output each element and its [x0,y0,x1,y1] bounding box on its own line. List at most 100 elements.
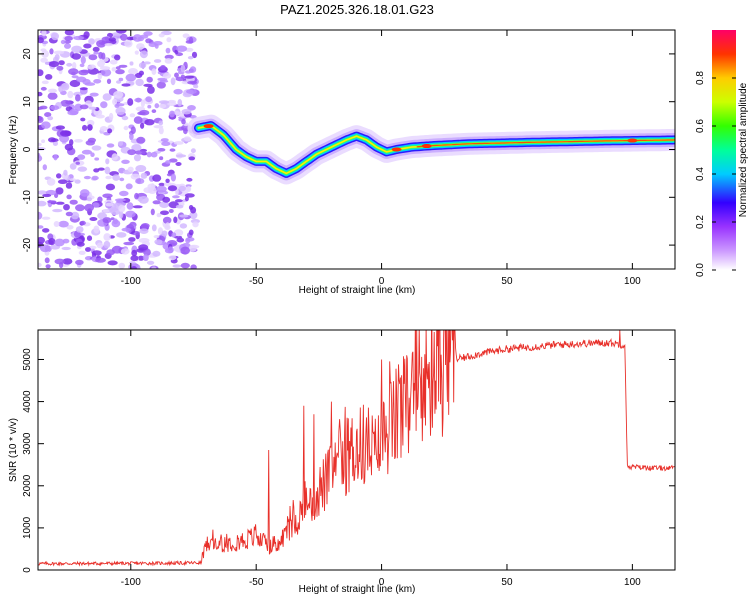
noise-speckle [84,82,96,86]
noise-speckle [64,36,73,41]
noise-speckle [73,35,84,41]
noise-speckle [187,80,198,85]
noise-speckle [99,126,108,132]
noise-speckle [66,62,73,67]
noise-speckle [58,220,69,228]
noise-speckle [188,156,196,161]
noise-speckle [139,50,148,59]
noise-speckle [62,258,73,265]
noise-speckle [112,98,118,106]
noise-speckle [140,172,148,179]
noise-speckle [83,43,92,49]
noise-speckle [167,246,174,254]
y-tick-label: 1000 [22,516,33,539]
noise-speckle [137,111,146,116]
noise-speckle [153,59,162,63]
noise-speckle [165,178,170,183]
noise-speckle [179,214,189,218]
noise-speckle [178,185,186,192]
colorbar-gradient [712,30,736,270]
noise-speckle [135,178,145,185]
noise-speckle [154,43,159,49]
y-tick-label: 4000 [22,390,33,413]
noise-speckle [80,189,90,197]
noise-speckle [67,110,79,116]
noise-speckle [125,183,133,190]
noise-speckle [38,262,42,268]
noise-speckle [88,54,98,61]
noise-speckle [42,193,52,198]
noise-speckle [124,39,133,48]
noise-speckle [44,61,50,65]
noise-speckle [57,179,68,184]
colorbar-tick-label: 0.6 [695,119,706,133]
noise-speckle [41,30,47,37]
noise-speckle [156,213,162,218]
noise-speckle [173,88,183,95]
noise-speckle [156,185,167,193]
noise-speckle [131,249,138,257]
noise-speckle [94,157,100,161]
noise-speckle [42,164,47,171]
noise-speckle [64,30,75,36]
noise-speckle [131,144,142,152]
noise-speckle [185,238,191,244]
noise-speckle [157,148,166,152]
noise-speckle [55,125,65,130]
noise-speckle [76,76,87,83]
noise-speckle [167,101,177,106]
noise-speckle [189,66,197,73]
noise-speckle [193,84,199,89]
noise-speckle [48,238,56,246]
noise-speckle [91,145,102,151]
noise-speckle [184,193,195,198]
noise-speckle [91,250,102,256]
noise-speckle [179,223,188,229]
noise-speckle [120,33,128,41]
noise-speckle [64,143,74,151]
x-tick-label: 0 [379,577,385,588]
noise-speckle [180,246,190,255]
noise-speckle [183,128,188,135]
noise-speckle [151,68,157,75]
noise-speckle [138,244,149,251]
noise-speckle [103,209,110,213]
noise-speckle [48,88,57,94]
x-tick-label: 50 [501,276,513,287]
noise-speckle [121,159,130,164]
noise-speckle [185,70,192,74]
noise-speckle [97,72,103,80]
noise-speckle [129,61,134,66]
noise-speckle [49,48,54,55]
page-title: PAZ1.2025.326.18.01.G23 [280,2,434,17]
noise-speckle [151,224,157,232]
noise-speckle [175,199,183,203]
noise-speckle [53,221,60,227]
noise-speckle [38,236,45,244]
y-tick-label: 10 [22,96,33,108]
noise-speckle [183,136,191,142]
noise-speckle [175,204,184,209]
noise-speckle [71,75,79,79]
x-tick-label: -100 [121,276,141,287]
noise-speckle [128,68,138,75]
noise-speckle [121,227,132,232]
noise-speckle [52,208,63,213]
noise-speckle [161,230,168,237]
noise-speckle [115,103,125,107]
noise-speckle [160,210,169,216]
noise-speckle [136,43,145,50]
noise-speckle [66,225,74,230]
spectrogram-y-ticks: -20 -10 0 10 20 [22,48,675,252]
noise-speckle [189,211,198,220]
trace-peak [203,124,214,129]
noise-speckle [108,37,117,42]
noise-speckle [165,222,170,229]
noise-speckle [173,141,184,145]
noise-speckle [154,103,160,109]
noise-speckle [152,200,161,205]
noise-speckle [115,66,121,70]
noise-speckle [134,50,139,55]
y-tick-label: 0 [22,567,33,573]
noise-speckle [192,221,199,228]
